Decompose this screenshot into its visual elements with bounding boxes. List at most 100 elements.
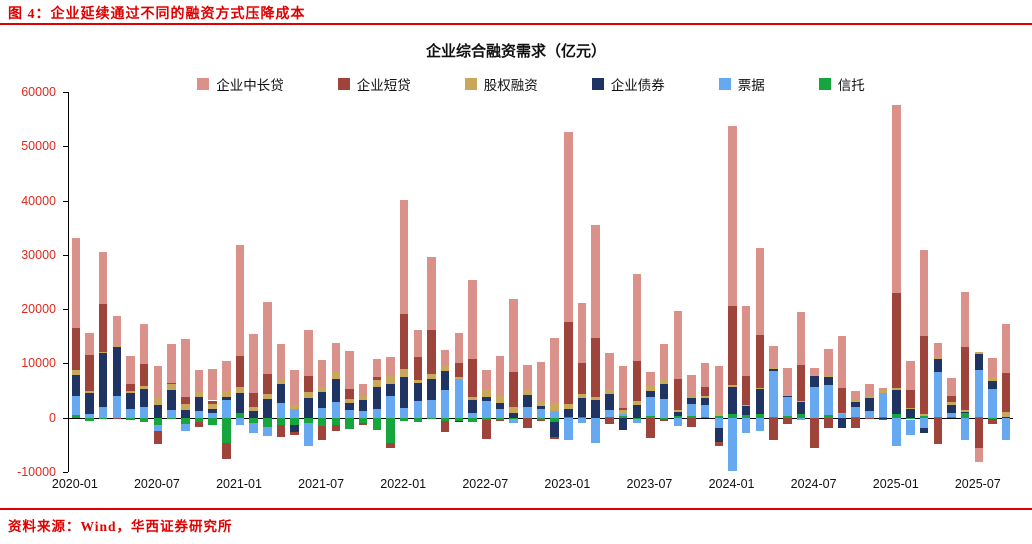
- bar-segment: [386, 442, 395, 449]
- bar-segment: [536, 361, 546, 402]
- bar-segment: [399, 313, 409, 369]
- bar-segment: [71, 415, 81, 418]
- bar-segment: [892, 417, 901, 446]
- y-tick-label: 0: [49, 410, 56, 425]
- bar-segment: [714, 417, 724, 428]
- y-tick-mark: [63, 472, 68, 473]
- bar-segment: [892, 387, 901, 391]
- bar-segment: [673, 311, 683, 380]
- bar-segment: [755, 389, 765, 414]
- bar-segment: [454, 332, 464, 364]
- bar-segment: [358, 400, 368, 412]
- bar-segment: [85, 332, 94, 356]
- bar-segment: [98, 352, 108, 407]
- bar-segment: [605, 410, 614, 418]
- bar-segment: [810, 376, 819, 388]
- bar-segment: [413, 357, 423, 380]
- bar-segment: [317, 391, 327, 409]
- bar-segment: [276, 379, 286, 384]
- bar-segment: [167, 409, 176, 418]
- bar-segment: [646, 416, 655, 418]
- bar-segment: [440, 417, 450, 422]
- bar-segment: [413, 329, 423, 358]
- bar-segment: [167, 417, 176, 420]
- bar-segment: [85, 390, 94, 394]
- bar-segment: [263, 301, 272, 374]
- bar-segment: [919, 414, 929, 417]
- bar-segment: [741, 405, 751, 407]
- bar-segment: [139, 417, 149, 423]
- y-tick-mark: [63, 146, 68, 148]
- bar-segment: [919, 417, 929, 429]
- bar-segment: [181, 409, 190, 418]
- bar-segment: [605, 394, 614, 411]
- bar-segment: [837, 388, 847, 414]
- bar-segment: [427, 374, 436, 380]
- bar-segment: [1001, 417, 1011, 440]
- bar-segment: [892, 390, 901, 415]
- bar-segment: [208, 400, 217, 405]
- y-tick-mark: [63, 200, 68, 202]
- bar-segment: [769, 345, 778, 368]
- bar-segment: [454, 421, 464, 423]
- bar-segment: [851, 417, 860, 429]
- bar-segment: [632, 360, 642, 402]
- bar-segment: [413, 382, 423, 402]
- bar-segment: [235, 356, 245, 388]
- bar-segment: [714, 415, 724, 418]
- bar-segment: [700, 396, 710, 399]
- bar-segment: [1001, 323, 1011, 374]
- bar-segment: [947, 412, 956, 417]
- legend-item: 企业债券: [591, 74, 665, 94]
- bar-segment: [440, 350, 450, 365]
- bar-segment: [290, 370, 299, 406]
- bar-segment: [194, 392, 204, 398]
- bar-segment: [741, 414, 751, 418]
- bar-segment: [618, 416, 628, 418]
- legend-label: 企业中长贷: [216, 78, 284, 93]
- bar-segment: [98, 351, 108, 353]
- bar-segment: [523, 365, 532, 391]
- bar-segment: [399, 368, 409, 377]
- bar-segment: [167, 383, 176, 391]
- bar-segment: [85, 393, 94, 415]
- bar-segment: [824, 415, 833, 418]
- bar-segment: [495, 402, 505, 410]
- bar-segment: [290, 409, 299, 418]
- bar-segment: [399, 376, 409, 408]
- bar-segment: [139, 363, 149, 386]
- bar-segment: [249, 410, 258, 418]
- bar-segment: [523, 407, 532, 418]
- bar-segment: [673, 411, 683, 416]
- bar-segment: [591, 396, 600, 400]
- x-tick-label: 2025-07: [954, 477, 1001, 491]
- bar-segment: [728, 417, 737, 471]
- bar-segment: [947, 404, 956, 413]
- bar-segment: [1001, 411, 1011, 418]
- bar-segment: [304, 330, 313, 376]
- bar-segment: [851, 416, 860, 418]
- bar-segment: [824, 376, 833, 386]
- bar-segment: [249, 417, 258, 423]
- bar-segment: [222, 399, 231, 418]
- bar-segment: [536, 406, 546, 410]
- bar-segment: [646, 386, 655, 391]
- bar-segment: [317, 386, 327, 392]
- x-tick-label: 2024-07: [790, 477, 837, 491]
- bar-segment: [728, 385, 737, 388]
- bar-segment: [687, 417, 696, 428]
- bar-segment: [304, 397, 313, 418]
- bar-segment: [1001, 417, 1011, 419]
- bar-segment: [974, 447, 984, 462]
- bar-segment: [126, 392, 135, 410]
- bar-segment: [427, 330, 436, 375]
- bar-segment: [345, 398, 354, 403]
- bar-segment: [618, 413, 628, 417]
- bar-segment: [440, 370, 450, 390]
- y-tick-label: 60000: [21, 85, 56, 99]
- bar-segment: [906, 417, 915, 420]
- bar-segment: [85, 414, 94, 418]
- bar-segment: [523, 394, 532, 408]
- bar-segment: [222, 397, 231, 400]
- bar-segment: [399, 417, 409, 422]
